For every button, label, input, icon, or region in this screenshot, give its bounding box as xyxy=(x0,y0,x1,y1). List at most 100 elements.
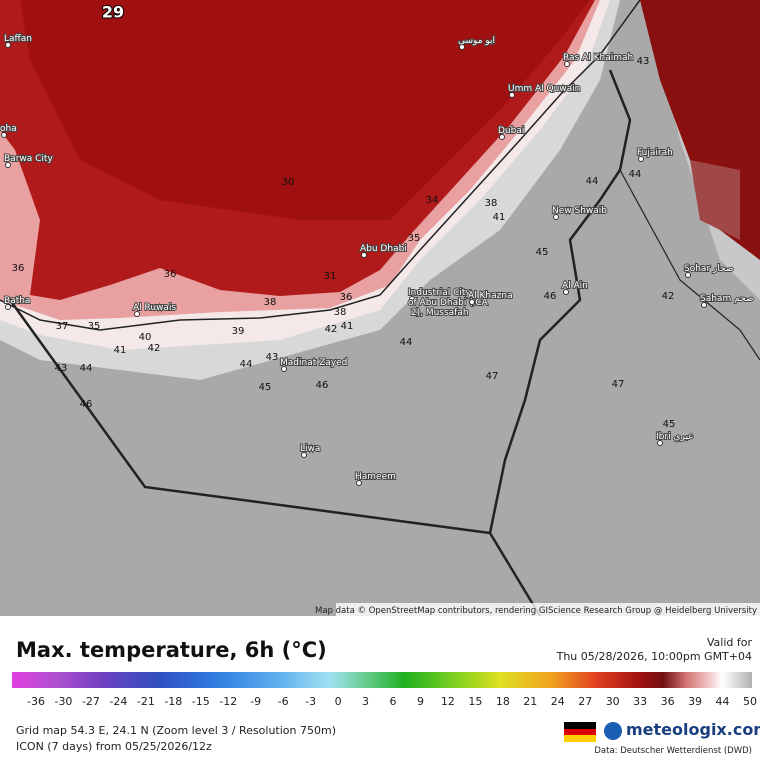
contour-label: 46 xyxy=(80,399,93,410)
scale-label: 12 xyxy=(441,695,455,708)
place-dot xyxy=(1,132,7,138)
gulf-patch xyxy=(690,160,740,240)
contour-label: 45 xyxy=(259,382,272,393)
place-dot xyxy=(469,299,475,305)
scale-label: 44 xyxy=(716,695,730,708)
attribution: Map data © OpenStreetMap contributors, r… xyxy=(315,606,757,616)
place-dot xyxy=(509,92,515,98)
place-label: Liwa xyxy=(300,444,320,454)
contour-label: 35 xyxy=(408,233,421,244)
scale-label: 36 xyxy=(661,695,675,708)
scale-label: -30 xyxy=(54,695,72,708)
contour-label: 42 xyxy=(662,291,675,302)
place-label: Al Khazna xyxy=(468,291,513,301)
contour-label: 37 xyxy=(56,321,69,332)
scale-label: -3 xyxy=(305,695,316,708)
border xyxy=(8,299,542,616)
place-label: Madinat Zayed xyxy=(280,358,347,368)
contour-label: 41 xyxy=(341,321,354,332)
scale-label: 24 xyxy=(551,695,565,708)
logo xyxy=(604,722,622,740)
place-label: Ibri عبري xyxy=(656,432,694,442)
place-dot xyxy=(134,311,140,317)
data-source: Data: Deutscher Wetterdienst (DWD) xyxy=(594,746,752,756)
valid-time: Thu 05/28/2026, 10:00pm GMT+04 xyxy=(556,650,752,663)
brand: meteologix.com xyxy=(626,720,760,739)
contour-label: 46 xyxy=(316,380,329,391)
scale-label: 3 xyxy=(362,695,369,708)
contour-label: 39 xyxy=(232,326,245,337)
scale-label: -9 xyxy=(250,695,261,708)
contour-label: 44 xyxy=(400,337,413,348)
scale-label: -15 xyxy=(192,695,210,708)
contour-label: 35 xyxy=(88,321,101,332)
scale-label: 0 xyxy=(335,695,342,708)
scale-label: -36 xyxy=(27,695,45,708)
coastline xyxy=(0,0,641,331)
model-info: ICON (7 days) from 05/25/2026/12z xyxy=(16,740,212,753)
place-dot xyxy=(701,302,707,308)
place-label: Ras Al Khaimah xyxy=(563,53,633,63)
place-dot xyxy=(564,61,570,67)
place-dot xyxy=(409,296,415,302)
scale-label: -27 xyxy=(82,695,100,708)
border xyxy=(488,69,632,534)
contour-label: 38 xyxy=(334,307,347,318)
contour-label: 36 xyxy=(12,263,25,274)
contour-label: 43 xyxy=(55,363,68,374)
place-label: Batha xyxy=(4,296,30,306)
flag xyxy=(564,722,596,742)
scale-label: 6 xyxy=(390,695,397,708)
scale-label: 9 xyxy=(417,695,424,708)
place-label: New Shwaib xyxy=(552,206,607,216)
scale-label: 27 xyxy=(578,695,592,708)
attribution-bg xyxy=(336,603,760,616)
scale-label: -24 xyxy=(109,695,127,708)
contour-label: 46 xyxy=(544,291,557,302)
map: Map data © OpenStreetMap contributors, r… xyxy=(0,0,760,616)
contour-label: 41 xyxy=(114,345,127,356)
place-dot xyxy=(685,272,691,278)
place-dot xyxy=(657,440,663,446)
scale-label: 21 xyxy=(523,695,537,708)
contour-label: 38 xyxy=(264,297,277,308)
place-label: Barwa City xyxy=(4,154,53,164)
place-dot xyxy=(361,252,367,258)
contour-label: 34 xyxy=(426,195,439,206)
place-dot xyxy=(563,289,569,295)
place-dot xyxy=(499,134,505,140)
contour-label: 42 xyxy=(325,324,338,335)
place-label: Saham صحم xyxy=(700,294,754,304)
sea-core xyxy=(20,0,590,220)
contour-label: 45 xyxy=(663,419,676,430)
place-label: Sohar صحار xyxy=(684,264,734,274)
place-dot xyxy=(5,42,11,48)
contour-label: 36 xyxy=(340,292,353,303)
coast-oman xyxy=(619,169,760,361)
scale-label: -18 xyxy=(164,695,182,708)
contour-label: 44 xyxy=(80,363,93,374)
place-label: Dubai xyxy=(498,126,524,136)
place-label: Al Ruwais xyxy=(133,303,176,313)
place-dot xyxy=(356,480,362,486)
contour-label: 43 xyxy=(266,352,279,363)
place-label: Al Ain xyxy=(562,281,588,291)
color-scale xyxy=(12,672,752,688)
contour-label: 36 xyxy=(164,269,177,280)
grid-info: Grid map 54.3 E, 24.1 N (Zoom level 3 / … xyxy=(16,724,336,737)
scale-label: 33 xyxy=(633,695,647,708)
scale-label: 30 xyxy=(606,695,620,708)
contour-label: 31 xyxy=(324,271,337,282)
scale-label: 15 xyxy=(468,695,482,708)
contour-label: 43 xyxy=(637,56,650,67)
place-dot xyxy=(459,44,465,50)
contour-label: 44 xyxy=(586,176,599,187)
contour-label: 44 xyxy=(629,169,642,180)
contour-label: 45 xyxy=(536,247,549,258)
valid-label: Valid for xyxy=(706,636,752,649)
scale-label: -6 xyxy=(278,695,289,708)
place-dot xyxy=(553,214,559,220)
place-label: oha xyxy=(0,124,17,134)
scale-label: 50 xyxy=(743,695,757,708)
